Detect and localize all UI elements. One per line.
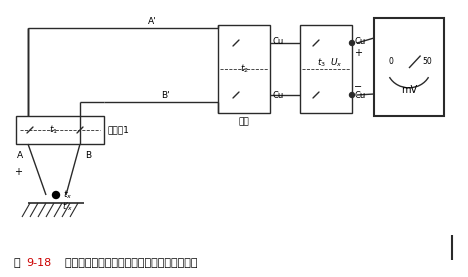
Text: Cu: Cu <box>354 91 366 99</box>
Text: 9-18: 9-18 <box>26 258 51 268</box>
Bar <box>374 18 444 116</box>
Bar <box>300 25 352 113</box>
Text: 50: 50 <box>422 57 432 65</box>
Circle shape <box>350 93 354 98</box>
Circle shape <box>52 191 59 199</box>
Circle shape <box>350 40 354 45</box>
Text: 0: 0 <box>388 57 394 65</box>
Text: $U_x$: $U_x$ <box>330 57 342 69</box>
Text: $t_x$: $t_x$ <box>63 189 73 201</box>
Text: B: B <box>85 152 91 160</box>
Text: $t_2$: $t_2$ <box>240 63 249 75</box>
Text: +: + <box>354 48 362 58</box>
Text: A': A' <box>148 17 156 27</box>
Bar <box>218 25 270 113</box>
Text: 采用补偿导线的镍铬－镍硅热电偶测温示意图: 采用补偿导线的镍铬－镍硅热电偶测温示意图 <box>58 258 197 268</box>
Text: Cu: Cu <box>272 91 284 99</box>
Text: $t_3$: $t_3$ <box>317 57 327 69</box>
Text: $t_1$: $t_1$ <box>50 124 58 136</box>
Text: $t'_x$: $t'_x$ <box>62 201 74 213</box>
Text: −: − <box>354 82 362 92</box>
Text: 接线盒1: 接线盒1 <box>108 125 130 135</box>
Text: +: + <box>14 167 22 177</box>
Text: Cu: Cu <box>354 37 366 45</box>
Bar <box>16 116 104 144</box>
Text: 冰瓶: 冰瓶 <box>239 117 249 127</box>
Text: 图: 图 <box>14 258 21 268</box>
Text: B': B' <box>161 91 169 101</box>
Text: Cu: Cu <box>272 37 284 45</box>
Text: A: A <box>17 152 23 160</box>
Text: mV: mV <box>401 85 417 95</box>
